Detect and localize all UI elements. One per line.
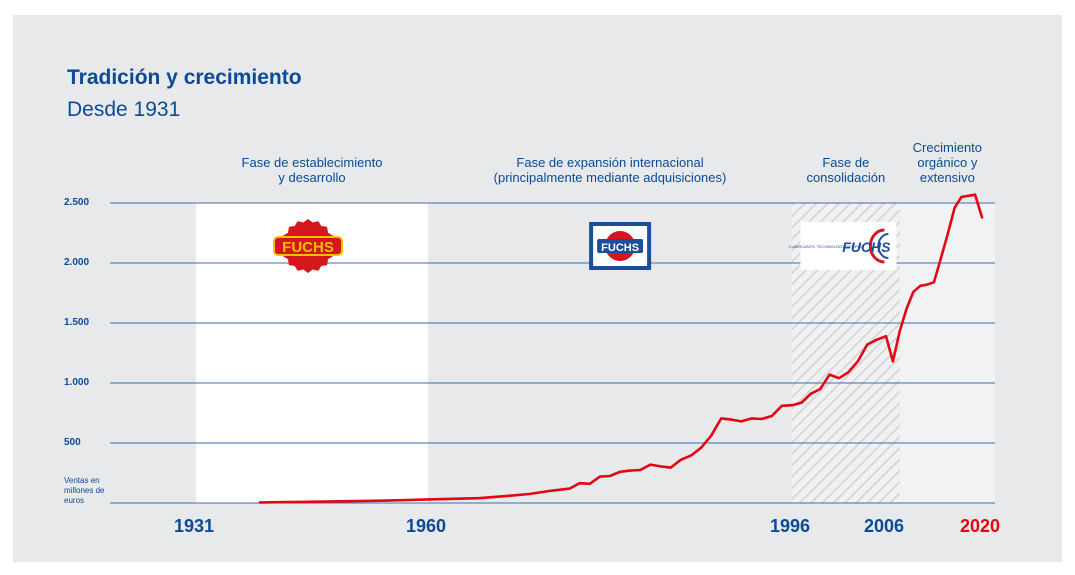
x-tick-label: 2020: [960, 516, 1001, 536]
phase-label-1: Fase de establecimiento y desarrollo: [186, 155, 438, 185]
phase-label-line: Crecimiento: [912, 140, 983, 155]
phase-label-line: Fase de establecimiento: [241, 155, 383, 170]
phase-label-line: Fase de: [822, 155, 870, 170]
y-tick-label: 1.000: [64, 377, 90, 388]
y-axis-unit-label: Ventas en millones de euros: [64, 476, 105, 505]
chart-title: Tradición y crecimiento: [67, 66, 302, 89]
phase-label-3: Fase de consolidación: [782, 155, 910, 185]
y-tick-label: 500: [64, 437, 81, 448]
logo-text: FUCHS: [842, 239, 891, 255]
phase-label-line: (principalmente mediante adquisiciones): [493, 170, 727, 185]
phase-label-line: extensivo: [919, 170, 975, 185]
phase-band-4: [899, 203, 995, 503]
logo-tagline: LUBRICANTS. TECHNOLOGY. PEOPLE.: [789, 244, 863, 249]
x-tick-label: 2006: [864, 516, 905, 536]
y-tick-label: 1.500: [64, 317, 90, 328]
logo-text: FUCHS: [601, 242, 639, 254]
y-tick-label: 2.000: [64, 257, 90, 268]
chart-subtitle: Desde 1931: [67, 98, 181, 121]
x-tick-label: 1960: [406, 516, 447, 536]
fuchs-logo-2: FUCHS: [589, 222, 652, 270]
fuchs-logo-1: FUCHS: [273, 219, 343, 273]
y-tick-label: 2.500: [64, 197, 90, 208]
x-tick-label: 1931: [174, 516, 215, 536]
phase-label-4: Crecimiento orgánico y extensivo: [890, 140, 1005, 185]
phase-label-line: consolidación: [806, 170, 886, 185]
phase-label-line: Fase de expansión internacional: [516, 155, 704, 170]
x-tick-label: 1996: [770, 516, 811, 536]
phase-label-2: Fase de expansión internacional (principa…: [418, 155, 802, 185]
sales-line-1: [258, 193, 984, 504]
phase-label-line: orgánico y: [917, 155, 978, 170]
phase-label-line: y desarrollo: [278, 170, 346, 185]
logo-text: FUCHS: [282, 239, 334, 256]
